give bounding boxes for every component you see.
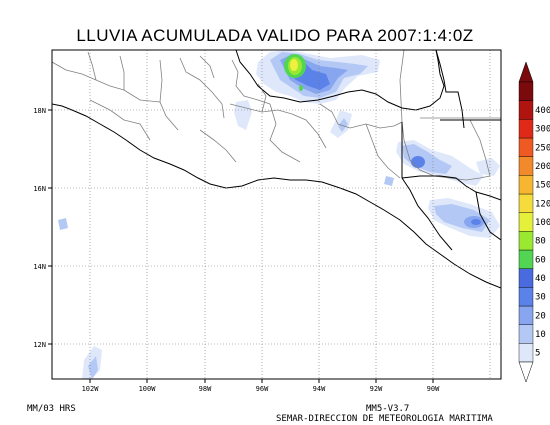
- colorbar-level-label: 20: [535, 311, 546, 321]
- map-title: LLUVIA ACUMULADA VALIDO PARA 2007:1:4:0Z: [76, 26, 474, 45]
- colorbar-swatch: [518, 175, 534, 195]
- rain-peak-100: [290, 59, 298, 71]
- colorbar-swatch: [518, 137, 534, 157]
- colorbar-swatch: [518, 324, 534, 344]
- colorbar-swatch: [518, 100, 534, 120]
- units-label: MM/03 HRS: [27, 404, 76, 414]
- colorbar-level-label: 150: [535, 181, 550, 191]
- map-border: [51, 49, 502, 380]
- colorbar-level-label: 120: [535, 199, 550, 209]
- colorbar-level-label: 10: [535, 330, 546, 340]
- colorbar-level-label: 400: [535, 106, 550, 116]
- colorbar-level-label: 300: [535, 125, 550, 135]
- colorbar-swatch: [518, 212, 534, 232]
- colorbar-swatch: [518, 231, 534, 251]
- map-frame-contents: [52, 50, 501, 379]
- colorbar-level-label: 60: [535, 255, 546, 265]
- colorbar-swatch: [518, 119, 534, 139]
- colorbar-level-label: 80: [535, 237, 546, 247]
- colorbar-level-label: 200: [535, 162, 550, 172]
- colorbar-level-label: 100: [535, 218, 550, 228]
- colorbar-level-label: 30: [535, 293, 546, 303]
- colorbar-swatch: [518, 81, 534, 101]
- colorbar-level-label: 5: [535, 349, 540, 359]
- colorbar-top-arrow: [518, 61, 534, 83]
- organization-label: SEMAR-DIRECCION DE METEOROLOGIA MARITIMA: [276, 414, 493, 424]
- colorbar-swatch: [518, 305, 534, 325]
- colorbar-bottom-arrow: [518, 361, 534, 383]
- model-version: MM5-V3.7: [366, 404, 410, 414]
- lon-label-94w: 94W: [313, 385, 326, 393]
- rain-area-west: [234, 100, 252, 130]
- colorbar-swatch: [518, 343, 534, 363]
- lon-label-90w: 90W: [427, 385, 440, 393]
- colorbar-swatch: [518, 193, 534, 213]
- colorbar-swatch: [518, 287, 534, 307]
- lon-label-92w: 92W: [370, 385, 383, 393]
- graticule: [52, 50, 501, 379]
- colorbar-swatch: [518, 249, 534, 269]
- lon-label-102w: 102W: [82, 385, 100, 393]
- colorbar: 5 10 20 30 40 60 80 100 120 150 200 250 300 400: [518, 61, 550, 383]
- longitude-axis: 102W 100W 98W 96W 94W 92W 90W: [82, 379, 440, 393]
- colorbar-swatch: [518, 268, 534, 288]
- lon-label-98w: 98W: [199, 385, 212, 393]
- lon-label-100w: 100W: [139, 385, 157, 393]
- colorbar-level-label: 40: [535, 274, 546, 284]
- colorbar-level-label: 250: [535, 143, 550, 153]
- lon-label-96w: 96W: [256, 385, 269, 393]
- lat-label-18n: 18N: [33, 107, 46, 115]
- latitude-axis: 18N 16N 14N 12N: [33, 107, 52, 349]
- colorbar-swatch: [518, 156, 534, 176]
- lat-label-12n: 12N: [33, 341, 46, 349]
- precipitation-shading: [58, 50, 500, 379]
- lat-label-16n: 16N: [33, 185, 46, 193]
- lat-label-14n: 14N: [33, 263, 46, 271]
